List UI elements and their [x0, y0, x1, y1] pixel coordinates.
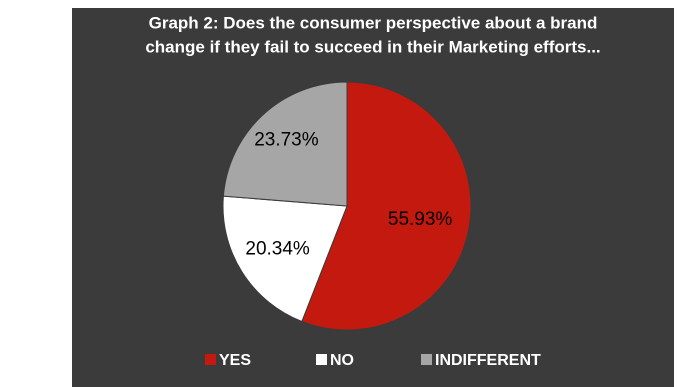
legend-label: YES	[219, 352, 251, 369]
data-label: 20.34%	[245, 238, 310, 259]
chart-title: change if they fail to succeed in their …	[145, 37, 600, 56]
pie-slice	[301, 81, 472, 331]
data-label: 55.93%	[388, 209, 453, 230]
legend-label: INDIFFERENT	[435, 352, 541, 369]
legend-swatch	[316, 354, 327, 365]
legend-label: NO	[330, 352, 354, 369]
pie-slice	[222, 195, 348, 323]
pie-slice	[222, 81, 348, 207]
legend-swatch	[421, 354, 432, 365]
legend-swatch	[205, 354, 216, 365]
chart-title: Graph 2: Does the consumer perspective a…	[149, 13, 598, 32]
data-label: 23.73%	[254, 129, 319, 150]
